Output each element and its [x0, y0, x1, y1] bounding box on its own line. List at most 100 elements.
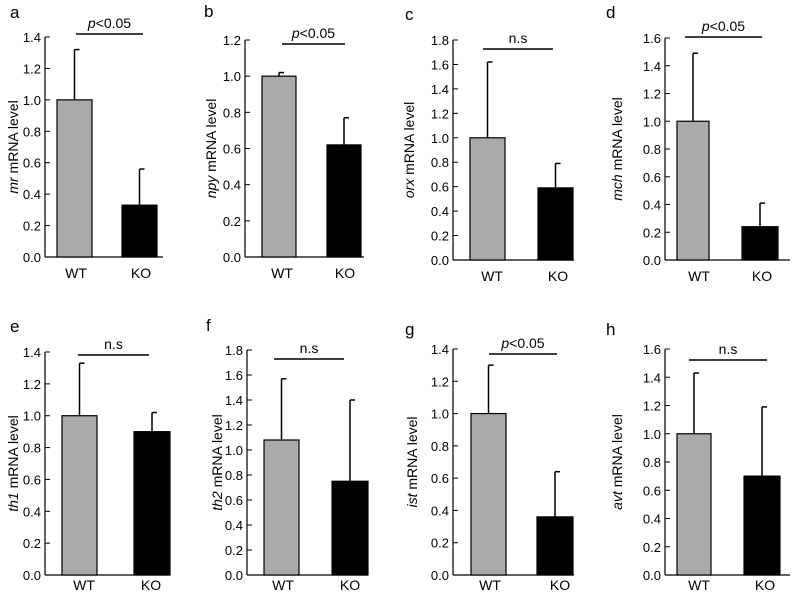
y-tick-label: 0.2: [223, 214, 241, 229]
panel-letter: b: [204, 2, 213, 21]
y-tick-label: 0.8: [23, 441, 41, 456]
y-tick-label: 0.8: [23, 124, 41, 139]
bar-ko: [326, 144, 362, 258]
x-tick-label: WT: [65, 265, 87, 281]
y-tick-label: 1.6: [225, 368, 243, 383]
x-tick-label: WT: [481, 268, 503, 284]
x-tick-label: WT: [688, 268, 710, 284]
y-tick-label: 0.0: [431, 253, 449, 268]
y-tick-label: 0.0: [223, 250, 241, 265]
y-tick-label: 1.2: [643, 399, 661, 414]
significance-label: n.s: [300, 340, 319, 356]
bar-wt: [676, 120, 710, 261]
panel-letter: d: [606, 3, 615, 22]
y-axis-label-gene: ist: [404, 492, 420, 507]
y-axis-label-unit: mRNA level: [5, 100, 21, 177]
bar-wt: [61, 415, 98, 576]
y-tick-label: 0.4: [23, 504, 41, 519]
y-tick-label: 0.4: [225, 518, 243, 533]
y-tick-label: 0.4: [223, 178, 241, 193]
y-axis-label: avt mRNA level: [609, 414, 625, 510]
y-tick-label: 0.2: [23, 219, 41, 234]
x-tick-label: WT: [479, 577, 501, 593]
y-tick-label: 0.4: [643, 512, 661, 527]
bar-wt: [470, 412, 507, 576]
y-axis-label-gene: npy: [203, 175, 219, 199]
y-axis-label-unit: mRNA level: [209, 414, 225, 491]
y-tick-label: 0.2: [643, 225, 661, 240]
panel-letter: a: [10, 3, 20, 22]
x-tick-label: WT: [271, 265, 293, 281]
y-tick-label: 1.6: [643, 31, 661, 46]
y-axis-label: mr mRNA level: [5, 100, 21, 193]
x-tick-label: WT: [688, 577, 710, 593]
y-axis-label-unit: mRNA level: [203, 99, 219, 176]
y-tick-label: 0.8: [431, 439, 449, 454]
y-tick-label: 0.6: [23, 156, 41, 171]
bar-ko: [133, 431, 171, 576]
significance-p: p: [87, 15, 96, 31]
bar-wt: [261, 75, 297, 258]
y-tick-label: 0.0: [643, 568, 661, 583]
x-tick-label: KO: [550, 577, 570, 593]
bar-wt: [676, 433, 712, 576]
panel-letter: f: [206, 316, 211, 335]
y-tick-label: 1.8: [225, 343, 243, 358]
y-axis-label-gene: avt: [609, 490, 625, 510]
panel-h: h 0.0 0.2 0.4 0.6 0.8 1.0 1.2 1.4 1.6 WT KO avt mRNA…: [606, 320, 790, 593]
y-tick-label: 1.4: [23, 30, 41, 45]
y-tick-label: 1.0: [643, 427, 661, 442]
panel-e: e 0.0 0.2 0.4 0.6 0.8 1.0 1.2 1.4 WT KO th1 mRNA le…: [5, 317, 171, 593]
y-axis-label: th1 mRNA level: [5, 415, 21, 512]
y-tick-label: 0.0: [431, 568, 449, 583]
y-axis-label-unit: mRNA level: [609, 414, 625, 491]
x-tick-label: KO: [755, 577, 775, 593]
y-tick-label: 0.6: [223, 142, 241, 157]
x-tick-label: KO: [340, 577, 360, 593]
y-axis-label: ist mRNA level: [404, 416, 420, 507]
x-tick-label: KO: [141, 577, 161, 593]
y-tick-label: 1.4: [643, 370, 661, 385]
significance-label: p<0.05: [87, 15, 131, 31]
y-axis-label-unit: mRNA level: [404, 416, 420, 493]
x-tick-label: WT: [272, 577, 294, 593]
y-axis-label-gene: orx: [401, 178, 417, 198]
y-tick-label: 1.0: [23, 93, 41, 108]
significance-text: <0.05: [509, 335, 545, 351]
y-axis-label: mch mRNA level: [609, 97, 625, 200]
y-tick-label: 1.6: [643, 342, 661, 357]
bar-ko: [537, 187, 574, 261]
y-tick-label: 0.6: [225, 493, 243, 508]
y-axis-label-gene: th2: [209, 491, 225, 511]
y-tick-label: 0.6: [431, 471, 449, 486]
y-tick-label: 0.4: [431, 503, 449, 518]
y-tick-label: 1.0: [225, 443, 243, 458]
y-tick-label: 1.4: [225, 393, 243, 408]
significance-p: p: [291, 25, 300, 41]
y-tick-label: 0.0: [225, 568, 243, 583]
y-tick-label: 0.0: [23, 568, 41, 583]
panel-g: g 0.0 0.2 0.4 0.6 0.8 1.0 1.2 1.4 WT KO ist mRNA le…: [404, 320, 574, 593]
y-tick-label: 0.6: [431, 180, 449, 195]
y-axis-label-unit: mRNA level: [401, 102, 417, 179]
panel-b: b 0.0 0.2 0.4 0.6 0.8 1.0 1.2 WT KO npy mRNA level…: [203, 2, 364, 281]
significance-label: p<0.05: [701, 18, 745, 34]
y-tick-label: 1.0: [431, 407, 449, 422]
y-tick-label: 1.2: [431, 106, 449, 121]
y-tick-label: 1.0: [643, 114, 661, 129]
y-tick-label: 0.8: [643, 455, 661, 470]
bar-ko: [331, 480, 369, 576]
y-tick-label: 1.2: [23, 377, 41, 392]
y-tick-label: 1.0: [23, 409, 41, 424]
x-tick-label: WT: [73, 577, 95, 593]
y-tick-label: 0.2: [643, 540, 661, 555]
y-tick-label: 0.8: [223, 105, 241, 120]
y-tick-label: 1.8: [431, 33, 449, 48]
y-tick-label: 1.2: [643, 87, 661, 102]
bar-wt: [263, 439, 300, 576]
x-tick-label: KO: [335, 265, 355, 281]
panel-letter: h: [606, 320, 615, 339]
y-tick-label: 0.2: [431, 229, 449, 244]
y-tick-label: 0.0: [23, 250, 41, 265]
